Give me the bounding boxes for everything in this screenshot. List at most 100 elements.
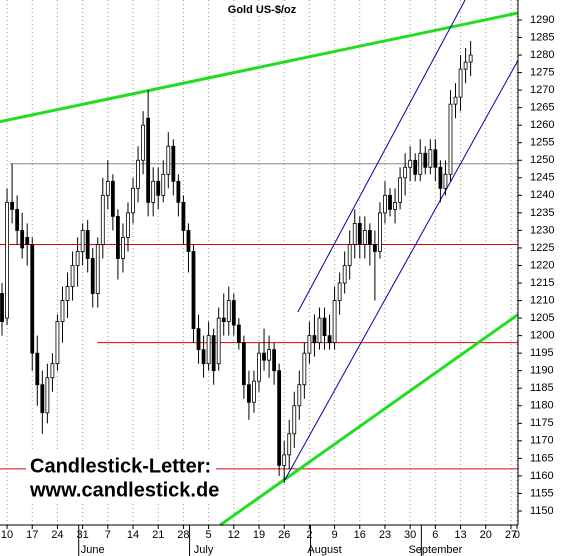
candle-body (277, 370, 282, 466)
candle-body (75, 251, 80, 266)
candle-body (418, 152, 423, 175)
y-tick-label: 1220 (530, 259, 554, 271)
y-tick-label: 1250 (530, 154, 554, 166)
candle-body (383, 194, 387, 214)
candle-body (151, 180, 156, 203)
candle-body (20, 230, 25, 249)
candle-body (206, 335, 211, 365)
y-tick-label: 1245 (530, 172, 554, 184)
candle-body (156, 180, 161, 196)
candle-body (95, 244, 100, 294)
candle-body (257, 352, 261, 382)
trend-line (0, 11, 519, 124)
y-tick-label: 1255 (530, 137, 554, 149)
candle-body (136, 159, 140, 189)
candle-body (45, 377, 50, 414)
y-tick-label: 1260 (530, 119, 554, 131)
candle-body (65, 286, 70, 301)
candle-body (161, 173, 166, 196)
annotation-background (26, 452, 216, 502)
candle-body (211, 335, 216, 372)
candle-body (85, 230, 90, 259)
candle-body (438, 166, 443, 189)
month-label: September (408, 544, 462, 556)
y-tick-label: 1175 (530, 417, 554, 429)
x-tick-label: 9 (332, 529, 338, 541)
candle-body (267, 349, 271, 361)
y-tick-label: 1185 (530, 382, 554, 394)
x-tick-label: 28 (177, 529, 189, 541)
trend-line (219, 313, 519, 527)
candle-body (362, 230, 367, 245)
candle-body (241, 342, 246, 386)
candle-body (30, 244, 35, 354)
x-tick-label: 12 (228, 529, 240, 541)
candle-body (372, 244, 377, 252)
candle-body (292, 405, 297, 435)
candle-body (307, 335, 312, 354)
y-tick-label: 1240 (530, 189, 554, 201)
candle-body (15, 208, 20, 231)
candle-body (458, 68, 463, 98)
x-tick-label: 2 (306, 529, 312, 541)
candle-body (413, 159, 418, 175)
candle-body (221, 317, 226, 322)
candle-body (70, 265, 75, 287)
candle-body (90, 258, 95, 294)
candle-body (342, 265, 347, 284)
candle-body (297, 384, 302, 407)
x-tick-label: 14 (127, 529, 139, 541)
candle-body (428, 149, 433, 168)
annotation: www.candlestick.de (29, 479, 219, 501)
candle-body (105, 180, 110, 196)
candle-body (25, 237, 30, 245)
candle-body (141, 124, 146, 161)
candle-body (403, 166, 408, 179)
candle-body (50, 363, 55, 379)
candle-body (322, 317, 327, 337)
x-tick-label: 5 (206, 529, 212, 541)
candle-body (357, 222, 362, 245)
candle-body (443, 173, 448, 189)
x-tick-label: 21 (152, 529, 164, 541)
candle-body (55, 321, 60, 365)
candle-body (327, 335, 332, 344)
annotation: Candlestick-Letter: (30, 455, 211, 477)
candle-body (312, 335, 317, 344)
candle-body (347, 244, 352, 266)
y-tick-label: 1235 (530, 207, 554, 219)
y-tick-label: 1265 (530, 102, 554, 114)
y-tick-label: 1290 (530, 14, 554, 26)
x-tick-label: 19 (253, 529, 265, 541)
candle-body (272, 349, 277, 372)
candle-body (236, 324, 241, 344)
x-tick-label: 13 (454, 529, 466, 541)
candle-body (110, 180, 115, 217)
y-tick-label: 1270 (530, 84, 554, 96)
candle-body (231, 300, 236, 326)
x-tick-label: 16 (354, 529, 366, 541)
candle-body (181, 201, 186, 231)
x-tick-label: 20 (480, 529, 492, 541)
y-tick-label: 1230 (530, 224, 554, 236)
x-tick-label: 23 (379, 529, 391, 541)
x-tick-label: 7 (105, 529, 111, 541)
y-tick-label: 1275 (530, 67, 554, 79)
y-tick-label: 1150 (530, 505, 554, 517)
x-tick-label: 26 (278, 529, 290, 541)
candle-body (216, 317, 221, 365)
candle-body (448, 103, 453, 175)
y-tick-label: 1200 (530, 330, 554, 342)
y-tick-label: 1215 (530, 277, 554, 289)
y-tick-label: 1155 (530, 487, 554, 499)
x-tick-label: 24 (51, 529, 63, 541)
candle-body (367, 230, 372, 245)
x-tick-label: 6 (432, 529, 438, 541)
candle-body (126, 212, 130, 238)
candle-body (378, 212, 382, 252)
candle-body (196, 328, 201, 351)
y-tick-label: 1225 (530, 242, 554, 254)
y-tick-label: 1190 (530, 365, 554, 377)
